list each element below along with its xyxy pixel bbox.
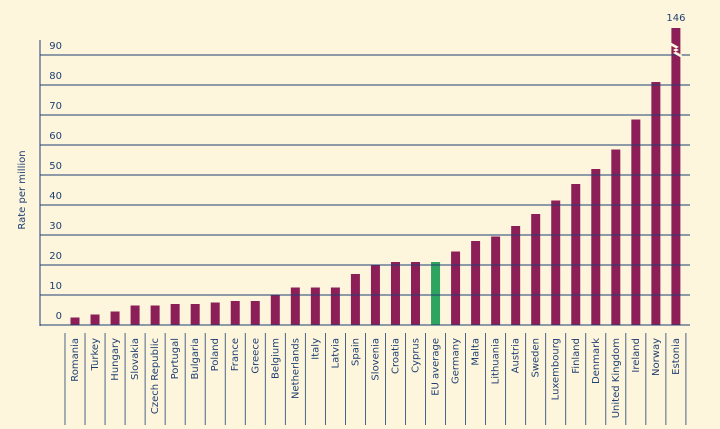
bar [471, 241, 481, 325]
bar [571, 184, 581, 325]
bar [531, 214, 541, 325]
axis-break [669, 42, 682, 58]
x-tick-label: Spain [350, 338, 361, 366]
x-tick-label: Portugal [170, 338, 181, 379]
bar [671, 28, 681, 325]
bar [90, 314, 100, 325]
x-tick-label: Latvia [330, 338, 341, 368]
x-tick-label: Cyprus [411, 338, 422, 373]
x-tick-label: Slovenia [370, 338, 381, 381]
x-tick-label: Czech Republic [150, 338, 161, 414]
bar [350, 274, 360, 325]
x-tick-label: France [230, 338, 241, 371]
y-tick-label: 30 [49, 221, 62, 232]
bar [290, 287, 300, 325]
x-tick-label: Germany [451, 338, 462, 384]
bar [230, 301, 240, 325]
x-tick-label: Slovakia [130, 338, 141, 380]
y-tick-label: 40 [49, 191, 62, 202]
bar [451, 251, 461, 325]
bar [431, 262, 441, 325]
y-tick-label: 80 [49, 71, 62, 82]
x-tick-label: Luxembourg [551, 338, 562, 400]
y-tick-label: 50 [49, 161, 62, 172]
y-tick-label: 90 [49, 41, 62, 52]
y-tick-label: 20 [49, 251, 62, 262]
x-tick-label: Austria [511, 338, 522, 373]
bar [631, 119, 641, 325]
bar [270, 295, 280, 325]
bar [190, 304, 200, 325]
bar [250, 301, 260, 325]
y-tick-label: 60 [49, 131, 62, 142]
bar [491, 236, 501, 325]
bar [411, 262, 421, 325]
y-axis-title: Rate per million [17, 150, 28, 229]
x-tick-label: Romania [70, 338, 81, 382]
y-tick-label: 0 [56, 311, 62, 322]
bar [390, 262, 400, 325]
x-tick-label: Hungary [110, 338, 121, 381]
x-tick-label: Finland [571, 338, 582, 374]
y-tick-label: 70 [49, 101, 62, 112]
y-tick-label: 10 [49, 281, 62, 292]
x-tick-label: Greece [250, 338, 261, 374]
bar [511, 226, 521, 325]
x-tick-label: Norway [651, 338, 662, 376]
x-tick-label: Ireland [631, 338, 642, 373]
bar [130, 305, 140, 325]
x-tick-label: Turkey [90, 338, 101, 372]
x-tick-label: Sweden [531, 338, 542, 378]
bar [170, 304, 180, 325]
x-tick-label: Lithuania [491, 338, 502, 384]
x-tick-label: Malta [471, 338, 482, 366]
bar [110, 311, 120, 325]
x-tick-label: Estonia [671, 338, 682, 375]
bar [551, 200, 561, 325]
x-tick-label: Italy [310, 338, 321, 360]
x-tick-label: Bulgaria [190, 338, 201, 379]
bar [70, 317, 80, 325]
bar [330, 287, 340, 325]
x-tick-label: Denmark [591, 338, 602, 384]
x-tick-label: Croatia [390, 338, 401, 374]
bars [70, 28, 681, 325]
bar [150, 305, 160, 325]
bar [651, 82, 661, 325]
x-tick-label: Belgium [270, 338, 281, 379]
x-tick-label: Netherlands [290, 338, 301, 399]
bar [210, 302, 220, 325]
bar [611, 149, 621, 325]
x-tick-label: United Kingdom [611, 338, 622, 418]
bar [591, 169, 601, 325]
x-tick-label: Poland [210, 338, 221, 371]
data-label: 146 [666, 13, 685, 24]
x-tick-label: EU average [431, 338, 442, 396]
bar [310, 287, 320, 325]
